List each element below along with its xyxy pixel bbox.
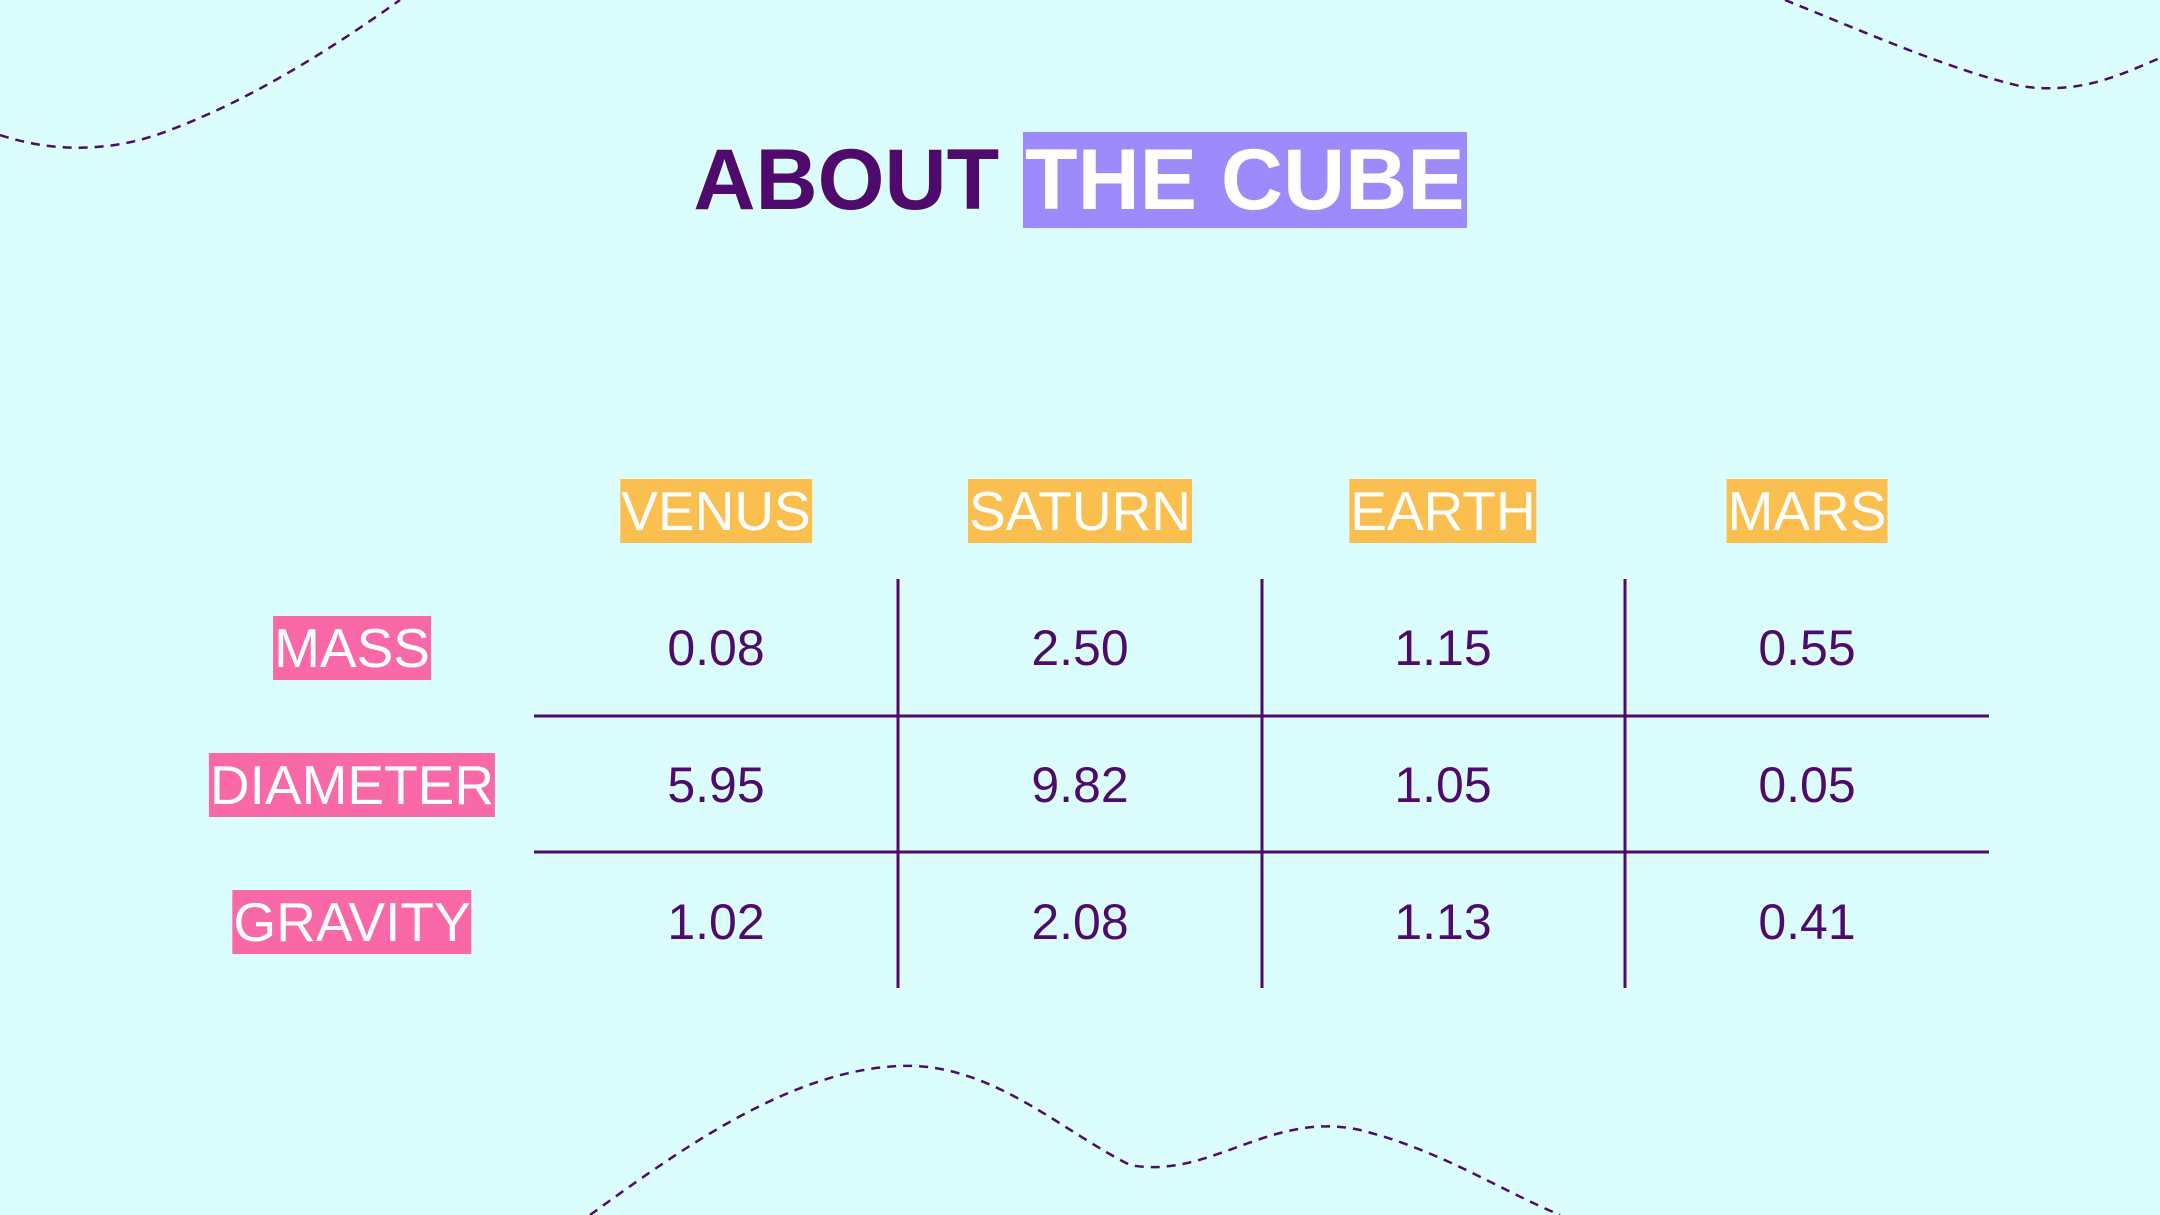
dashed-curve-top-left — [0, 0, 401, 149]
cell-gravity-mars: 0.41 — [1758, 894, 1856, 950]
cell-diameter-mars: 0.05 — [1758, 757, 1856, 813]
row-header-gravity: GRAVITY — [232, 890, 472, 954]
column-header-venus: VENUS — [620, 479, 812, 543]
row-header-diameter: DIAMETER — [208, 753, 496, 817]
column-header-mars: MARS — [1726, 479, 1888, 543]
cell-diameter-venus: 5.95 — [667, 757, 765, 813]
cell-gravity-venus: 1.02 — [667, 894, 765, 950]
page-title: ABOUT THE CUBE — [0, 130, 2160, 230]
cell-mass-earth: 1.15 — [1394, 620, 1492, 676]
column-header-earth: EARTH — [1349, 479, 1537, 543]
cell-gravity-earth: 1.13 — [1394, 894, 1492, 950]
cell-mass-venus: 0.08 — [667, 620, 765, 676]
cell-diameter-saturn: 9.82 — [1031, 757, 1129, 813]
cell-mass-mars: 0.55 — [1758, 620, 1856, 676]
cell-diameter-earth: 1.05 — [1394, 757, 1492, 813]
title-part-highlight: THE CUBE — [1023, 132, 1467, 228]
cell-mass-saturn: 2.50 — [1031, 620, 1129, 676]
title-part-about: ABOUT — [693, 132, 1000, 228]
column-header-saturn: SATURN — [967, 479, 1193, 543]
row-header-mass: MASS — [273, 616, 431, 680]
cell-gravity-saturn: 2.08 — [1031, 894, 1129, 950]
dashed-curve-top-right — [1784, 0, 2160, 90]
